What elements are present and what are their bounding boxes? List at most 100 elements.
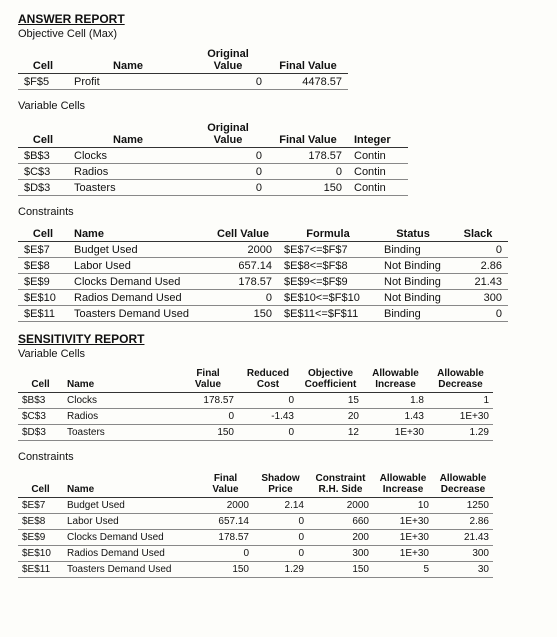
cell-ref: $E$7 xyxy=(18,242,68,258)
cell-name: Radios xyxy=(68,164,188,180)
table-row: $C$3Radios0-1.43201.431E+30 xyxy=(18,409,493,425)
table-row: $E$8Labor Used657.1406601E+302.86 xyxy=(18,514,493,530)
cell-red: 0 xyxy=(238,425,298,441)
cell-inc: 1E+30 xyxy=(373,514,433,530)
cell-status: Not Binding xyxy=(378,274,448,290)
cell-name: Radios Demand Used xyxy=(63,546,198,562)
col-slack: Slack xyxy=(448,226,508,242)
cell-ref: $B$3 xyxy=(18,148,68,164)
cell-formula: $E$8<=$F$8 xyxy=(278,258,378,274)
col-orig: Original Value xyxy=(188,120,268,148)
table-row: $B$3Clocks0178.57Contin xyxy=(18,148,408,164)
cell-slack: 0 xyxy=(448,306,508,322)
variable-cells-table: Cell Name Original Value Final Value Int… xyxy=(18,120,408,196)
sens-variable-cells-table: Cell Name Final Value Reduced Cost Objec… xyxy=(18,366,493,441)
cell-shadow: 1.29 xyxy=(253,562,308,578)
cell-integer: Contin xyxy=(348,164,408,180)
col-cell: Cell xyxy=(18,226,68,242)
col-final: Final Value xyxy=(268,46,348,74)
cell-inc: 1E+30 xyxy=(373,530,433,546)
cell-dec: 1250 xyxy=(433,498,493,514)
cell-ref: $D$3 xyxy=(18,425,63,441)
cell-ref: $B$3 xyxy=(18,393,63,409)
col-dec: Allowable Decrease xyxy=(433,471,493,498)
col-name: Name xyxy=(68,120,188,148)
cell-ref: $E$8 xyxy=(18,258,68,274)
cell-formula: $E$7<=$F$7 xyxy=(278,242,378,258)
cell-slack: 0 xyxy=(448,242,508,258)
cell-status: Binding xyxy=(378,242,448,258)
cell-name: Labor Used xyxy=(63,514,198,530)
cell-final: 150 xyxy=(268,180,348,196)
cell-formula: $E$9<=$F$9 xyxy=(278,274,378,290)
cell-final: 178.57 xyxy=(268,148,348,164)
cell-inc: 10 xyxy=(373,498,433,514)
cell-name: Toasters Demand Used xyxy=(63,562,198,578)
cell-orig: 0 xyxy=(188,164,268,180)
cell-name: Labor Used xyxy=(68,258,208,274)
col-name: Name xyxy=(68,226,208,242)
cell-dec: 300 xyxy=(433,546,493,562)
cell-rh: 660 xyxy=(308,514,373,530)
cell-name: Budget Used xyxy=(63,498,198,514)
cell-slack: 2.86 xyxy=(448,258,508,274)
cell-obj: 12 xyxy=(298,425,363,441)
col-name: Name xyxy=(63,366,178,393)
cell-final: 0 xyxy=(268,164,348,180)
col-cell: Cell xyxy=(18,471,63,498)
table-row: $E$9Clocks Demand Used178.57$E$9<=$F$9No… xyxy=(18,274,508,290)
varcells-caption: Variable Cells xyxy=(18,100,543,112)
col-cell: Cell xyxy=(18,46,68,74)
cell-rh: 300 xyxy=(308,546,373,562)
cell-dec: 1.29 xyxy=(428,425,493,441)
table-row: $D$3Toasters1500121E+301.29 xyxy=(18,425,493,441)
cell-rh: 150 xyxy=(308,562,373,578)
cell-cv: 178.57 xyxy=(208,274,278,290)
col-inc: Allowable Increase xyxy=(373,471,433,498)
cell-obj: 20 xyxy=(298,409,363,425)
sens-constraints-table: Cell Name Final Value Shadow Price Const… xyxy=(18,471,493,578)
cell-ref: $D$3 xyxy=(18,180,68,196)
cell-orig: 0 xyxy=(188,148,268,164)
cell-inc: 1.43 xyxy=(363,409,428,425)
cell-formula: $E$11<=$F$11 xyxy=(278,306,378,322)
cell-red: -1.43 xyxy=(238,409,298,425)
col-final: Final Value xyxy=(268,120,348,148)
sens-constraints-caption: Constraints xyxy=(18,451,543,463)
cell-ref: $E$10 xyxy=(18,546,63,562)
constraints-table: Cell Name Cell Value Formula Status Slac… xyxy=(18,226,508,322)
col-cell: Cell xyxy=(18,366,63,393)
cell-ref: $E$10 xyxy=(18,290,68,306)
cell-orig: 0 xyxy=(188,180,268,196)
cell-dec: 30 xyxy=(433,562,493,578)
col-cell: Cell xyxy=(18,120,68,148)
cell-name: Clocks Demand Used xyxy=(63,530,198,546)
cell-shadow: 0 xyxy=(253,546,308,562)
cell-inc: 1E+30 xyxy=(363,425,428,441)
cell-dec: 1 xyxy=(428,393,493,409)
table-row: $C$3Radios00Contin xyxy=(18,164,408,180)
cell-formula: $E$10<=$F$10 xyxy=(278,290,378,306)
col-inc: Allowable Increase xyxy=(363,366,428,393)
cell-status: Binding xyxy=(378,306,448,322)
cell-name: Budget Used xyxy=(68,242,208,258)
cell-ref: $E$11 xyxy=(18,562,63,578)
cell-name: Radios Demand Used xyxy=(68,290,208,306)
cell-ref: $C$3 xyxy=(18,164,68,180)
cell-ref: $E$9 xyxy=(18,530,63,546)
cell-name: Clocks xyxy=(68,148,188,164)
col-shadow: Shadow Price xyxy=(253,471,308,498)
cell-name: Clocks xyxy=(63,393,178,409)
cell-name: Toasters xyxy=(63,425,178,441)
constraints-caption: Constraints xyxy=(18,206,543,218)
cell-ref: $E$11 xyxy=(18,306,68,322)
cell-name: Clocks Demand Used xyxy=(68,274,208,290)
cell-dec: 1E+30 xyxy=(428,409,493,425)
cell-slack: 300 xyxy=(448,290,508,306)
sensitivity-report-title: SENSITIVITY REPORT xyxy=(18,332,543,346)
cell-ref: $F$5 xyxy=(18,74,68,90)
cell-final: 0 xyxy=(178,409,238,425)
cell-cv: 150 xyxy=(208,306,278,322)
answer-report-title: ANSWER REPORT xyxy=(18,12,543,26)
cell-cv: 0 xyxy=(208,290,278,306)
